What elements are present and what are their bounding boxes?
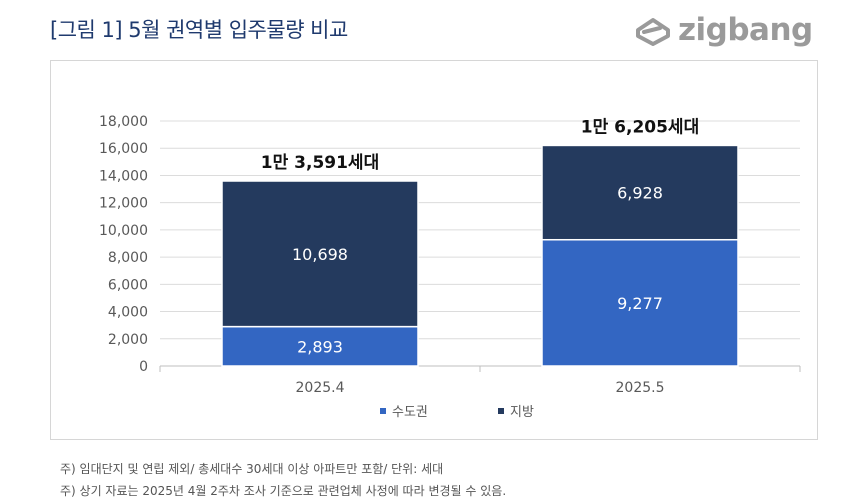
total-label: 1만 3,591세대: [261, 153, 379, 173]
bar-segment: [221, 325, 419, 367]
footnotes: 주) 임대단지 및 연립 제외/ 총세대수 30세대 이상 아파트만 포함/ 단…: [60, 458, 506, 502]
total-label: 1만 6,205세대: [581, 117, 699, 137]
y-tick-label: 18,000: [99, 114, 148, 130]
bar-segment: [221, 180, 419, 328]
zigbang-logo-icon: [636, 18, 670, 46]
data-label: 6,928: [617, 184, 663, 203]
data-label: 10,698: [292, 245, 348, 264]
x-tick-label: 2025.5: [616, 380, 665, 396]
y-tick-label: 2,000: [108, 332, 148, 348]
y-tick-label: 16,000: [99, 141, 148, 157]
legend-swatch: [498, 408, 504, 414]
bar-segment: [541, 144, 739, 241]
legend-label: 지방: [510, 405, 534, 420]
footnote-1: 주) 임대단지 및 연립 제외/ 총세대수 30세대 이상 아파트만 포함/ 단…: [60, 462, 444, 476]
y-tick-label: 10,000: [99, 223, 148, 239]
legend-label: 수도권: [392, 405, 428, 420]
data-label: 9,277: [617, 294, 663, 313]
footnote-2: 주) 상기 자료는 2025년 4월 2주차 조사 기준으로 관련업체 사정에 …: [60, 484, 507, 498]
logo-wordmark: zigbang: [678, 12, 813, 48]
y-tick-label: 14,000: [99, 168, 148, 184]
chart-title: [그림 1] 5월 권역별 입주물량 비교: [50, 18, 348, 42]
zigbang-logo: zigbang: [634, 12, 820, 50]
y-tick-label: 0: [139, 359, 148, 375]
y-tick-label: 12,000: [99, 196, 148, 212]
y-tick-label: 6,000: [108, 277, 148, 293]
data-label: 2,893: [297, 337, 343, 356]
x-tick-label: 2025.4: [296, 380, 345, 396]
y-tick-label: 4,000: [108, 305, 148, 321]
legend-swatch: [380, 408, 386, 414]
y-tick-label: 8,000: [108, 250, 148, 266]
